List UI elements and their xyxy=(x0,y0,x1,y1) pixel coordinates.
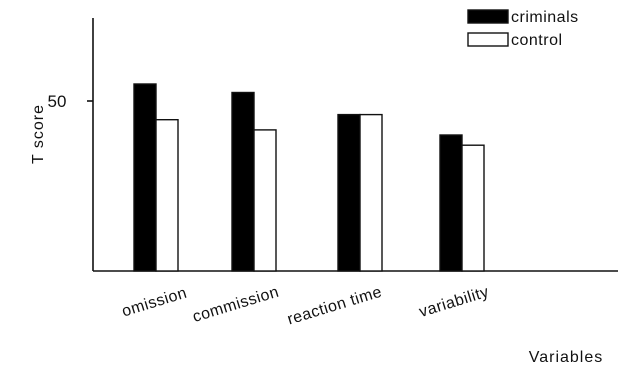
bar-control-omission xyxy=(155,118,179,272)
category-label: omission xyxy=(120,285,189,321)
y-axis-title: T score xyxy=(30,104,47,164)
legend-label-criminals: criminals xyxy=(511,9,579,26)
legend: criminals control xyxy=(467,9,579,49)
bar-control-variability xyxy=(461,144,485,272)
category-label: commission xyxy=(191,284,282,326)
y-ticks: 50 xyxy=(48,92,93,111)
x-axis-title: Variables xyxy=(529,349,604,366)
bar-control-commission xyxy=(253,129,277,272)
bar-criminals-reaction-time xyxy=(337,113,361,272)
legend-swatch-control xyxy=(467,32,509,47)
bar-control-reaction-time xyxy=(359,113,383,272)
bar-criminals-commission xyxy=(231,91,255,272)
category-labels: omission commission reaction time variabili… xyxy=(120,284,491,329)
legend-swatch-criminals xyxy=(467,9,509,24)
category-label: reaction time xyxy=(285,284,384,329)
bar-criminals-omission xyxy=(133,83,157,272)
y-tick-label: 50 xyxy=(48,92,67,111)
legend-label-control: control xyxy=(511,32,563,49)
bars xyxy=(133,83,485,272)
bar-criminals-variability xyxy=(439,134,463,272)
category-label: variability xyxy=(417,284,491,321)
